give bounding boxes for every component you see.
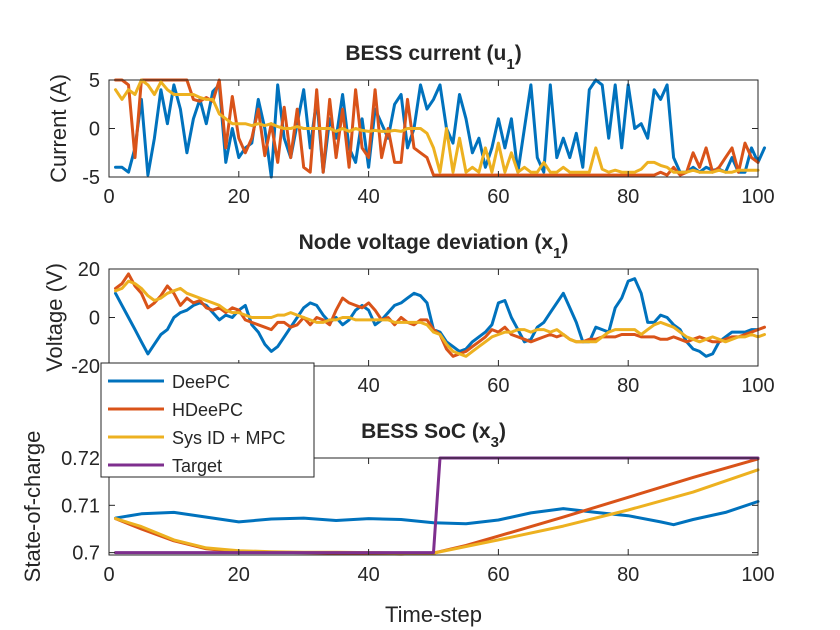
voltage-axes-box <box>108 268 759 367</box>
current-panel: BESS current (u1) Current (A) 0 20 40 60 80 1… <box>46 42 775 208</box>
soc-ylabel: State-of-charge <box>20 431 45 583</box>
current-ytick-label: 5 <box>89 70 100 92</box>
voltage-title: Node voltage deviation (x1) <box>299 231 569 262</box>
soc-title: BESS SoC (x3) <box>361 420 506 451</box>
soc-series-deepc <box>114 500 760 527</box>
soc-ytick-label: 0.7 <box>72 543 100 565</box>
soc-xtick-label: 60 <box>487 564 509 586</box>
voltage-xtick-label: 40 <box>357 375 379 397</box>
current-ytick-label: 0 <box>89 119 100 141</box>
soc-ytick-label: 0.71 <box>61 495 100 517</box>
soc-axes-frame <box>108 457 759 556</box>
voltage-xtick-label: 60 <box>487 375 509 397</box>
voltage-xtick-label: 100 <box>741 375 774 397</box>
current-xtick-label: 100 <box>741 186 774 208</box>
voltage-ytick-label: 20 <box>78 259 100 281</box>
voltage-ylabel: Voltage (V) <box>42 263 67 372</box>
soc-xtick-label: 100 <box>741 564 774 586</box>
current-ytick-label: -5 <box>82 167 100 189</box>
current-series-sys-id-mpc <box>114 78 760 174</box>
current-title: BESS current (u1) <box>345 42 521 73</box>
current-xtick-label: 20 <box>228 186 250 208</box>
current-series-hdeepc <box>114 78 760 177</box>
current-xtick-label: 80 <box>617 186 639 208</box>
current-axes-frame <box>108 79 759 178</box>
current-axes-box <box>108 79 759 178</box>
soc-xtick-label: 80 <box>617 564 639 586</box>
legend-label-target: Target <box>172 456 222 476</box>
voltage-ytick-label: 0 <box>89 308 100 330</box>
soc-xtick-label: 40 <box>357 564 379 586</box>
current-xtick-label: 0 <box>103 186 114 208</box>
soc-xtick-label: 0 <box>103 564 114 586</box>
voltage-series-sys-id-mpc <box>114 279 766 358</box>
legend-label-sys-id-mpc: Sys ID + MPC <box>172 428 286 448</box>
soc-xlabel: Time-step <box>385 602 482 627</box>
legend-label-hdeepc: HDeePC <box>172 400 243 420</box>
soc-xtick-label: 20 <box>228 564 250 586</box>
current-xtick-label: 40 <box>357 186 379 208</box>
voltage-ytick-label: -20 <box>71 356 100 378</box>
current-ylabel: Current (A) <box>46 74 71 183</box>
current-xtick-label: 60 <box>487 186 509 208</box>
soc-ytick-label: 0.72 <box>61 448 100 470</box>
voltage-axes-frame <box>108 268 759 367</box>
voltage-xtick-label: 80 <box>617 375 639 397</box>
legend: DeePC HDeePC Sys ID + MPC Target <box>100 362 315 478</box>
voltage-panel: Node voltage deviation (x1) Voltage (V) … <box>42 231 775 397</box>
legend-label-deepc: DeePC <box>172 372 230 392</box>
